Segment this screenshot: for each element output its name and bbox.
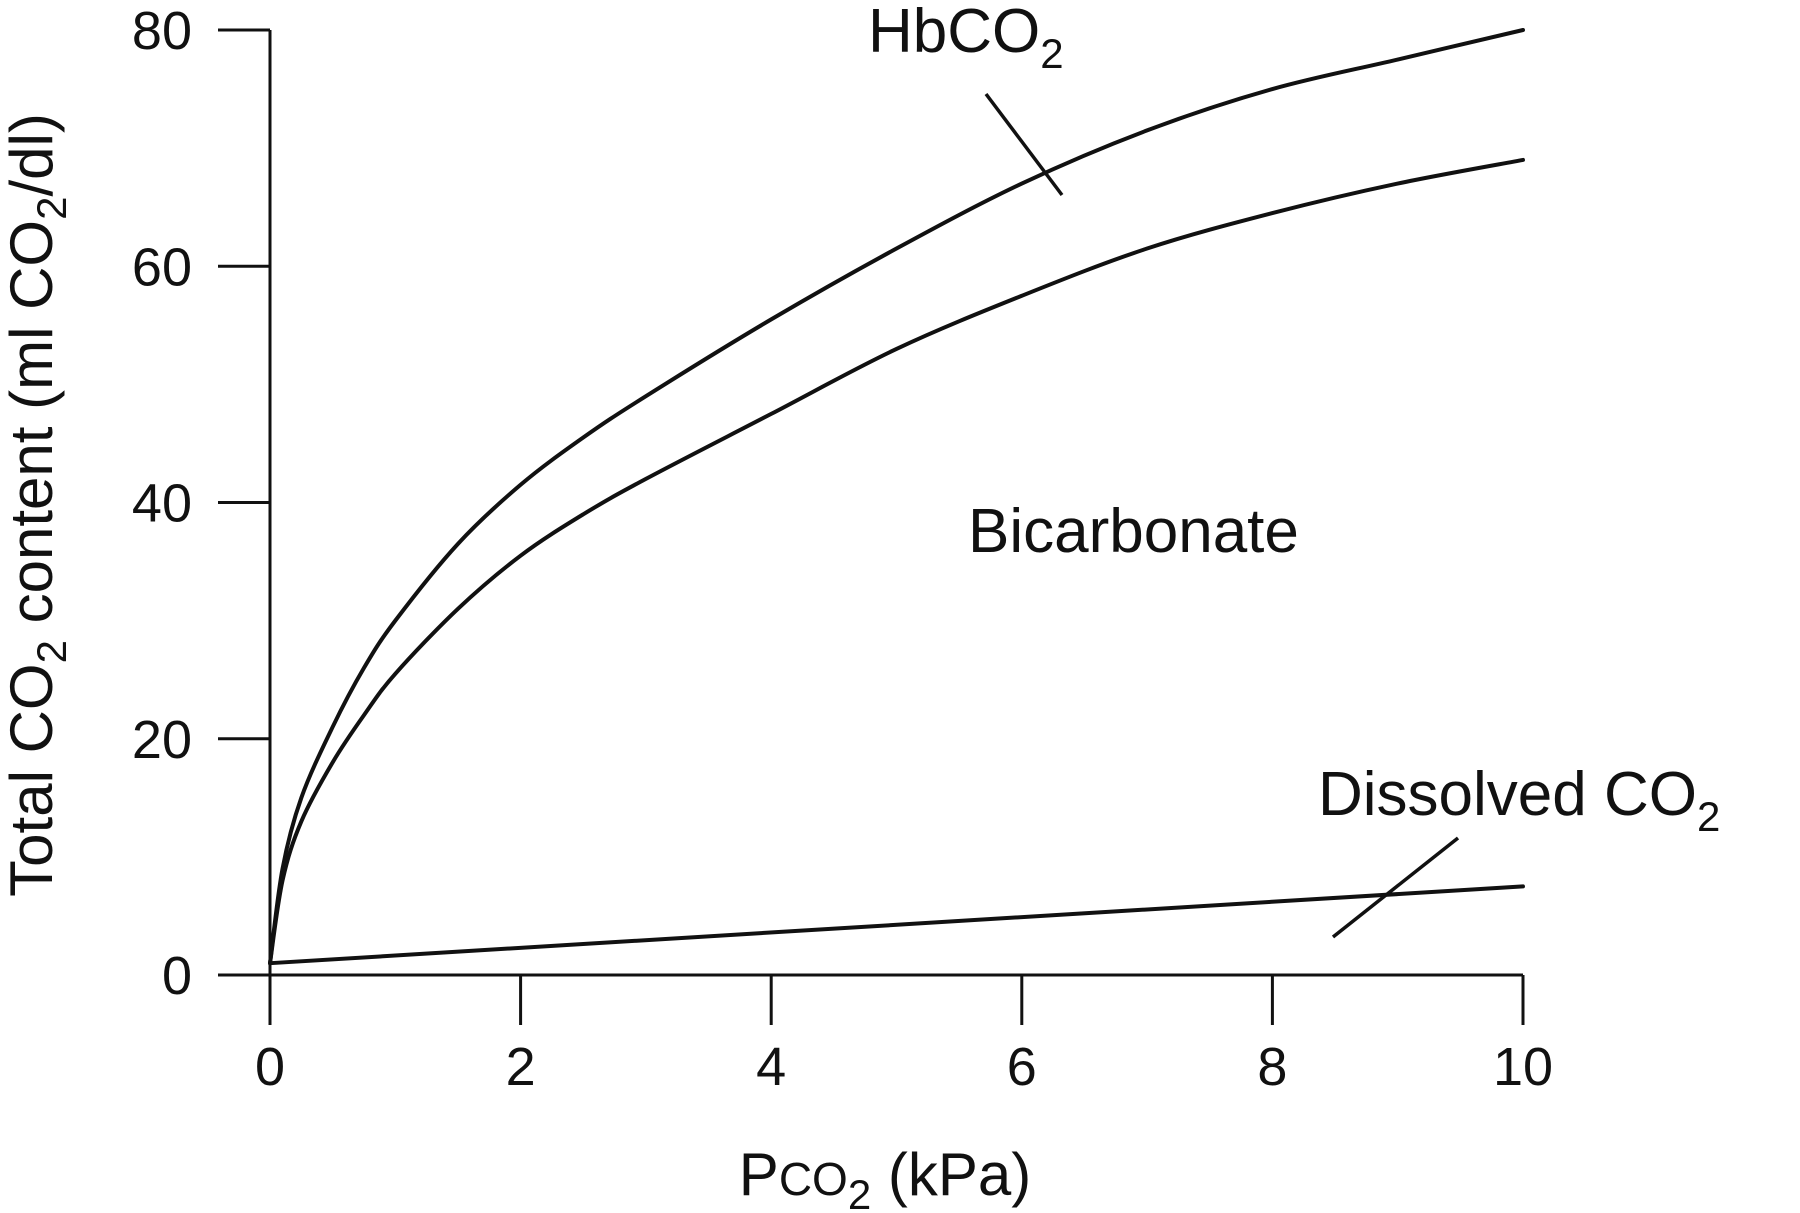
leader-line-dissolved-co2 bbox=[1331, 836, 1460, 939]
x-tick-label: 10 bbox=[1493, 1037, 1553, 1097]
y-tick-label: 60 bbox=[132, 237, 192, 297]
leader-line-hbco2 bbox=[984, 92, 1064, 197]
x-tick-label: 2 bbox=[506, 1037, 536, 1097]
series-layer bbox=[268, 28, 1525, 966]
plot-axes: 0 20 40 60 80 0 2 4 6 8 10 bbox=[132, 1, 1553, 1097]
series-line-bicarbonate bbox=[268, 157, 1525, 966]
x-tick-label: 6 bbox=[1007, 1037, 1037, 1097]
annotation-bicarbonate: Bicarbonate bbox=[968, 497, 1299, 566]
annotation-hbco2: HbCO2 bbox=[868, 0, 1064, 77]
y-tick-label: 20 bbox=[132, 710, 192, 770]
y-tick-label: 80 bbox=[132, 1, 192, 61]
x-tick-label: 4 bbox=[756, 1037, 786, 1097]
y-tick-label: 0 bbox=[162, 946, 192, 1006]
y-tick-label: 40 bbox=[132, 474, 192, 534]
series-line-hbco2 bbox=[268, 28, 1525, 966]
x-tick-label: 8 bbox=[1257, 1037, 1287, 1097]
series-line-dissolved-co2 bbox=[268, 884, 1525, 966]
x-axis-title: PCO2 (kPa) bbox=[739, 1141, 1031, 1213]
x-tick-label: 0 bbox=[255, 1037, 285, 1097]
x-axis-ticks: 0 2 4 6 8 10 bbox=[255, 975, 1553, 1097]
y-axis-title: Total CO2 content (ml CO2/dl) bbox=[0, 113, 75, 897]
y-axis-ticks: 0 20 40 60 80 bbox=[132, 1, 270, 1006]
annotation-dissolved-co2: Dissolved CO2 bbox=[1318, 760, 1720, 840]
